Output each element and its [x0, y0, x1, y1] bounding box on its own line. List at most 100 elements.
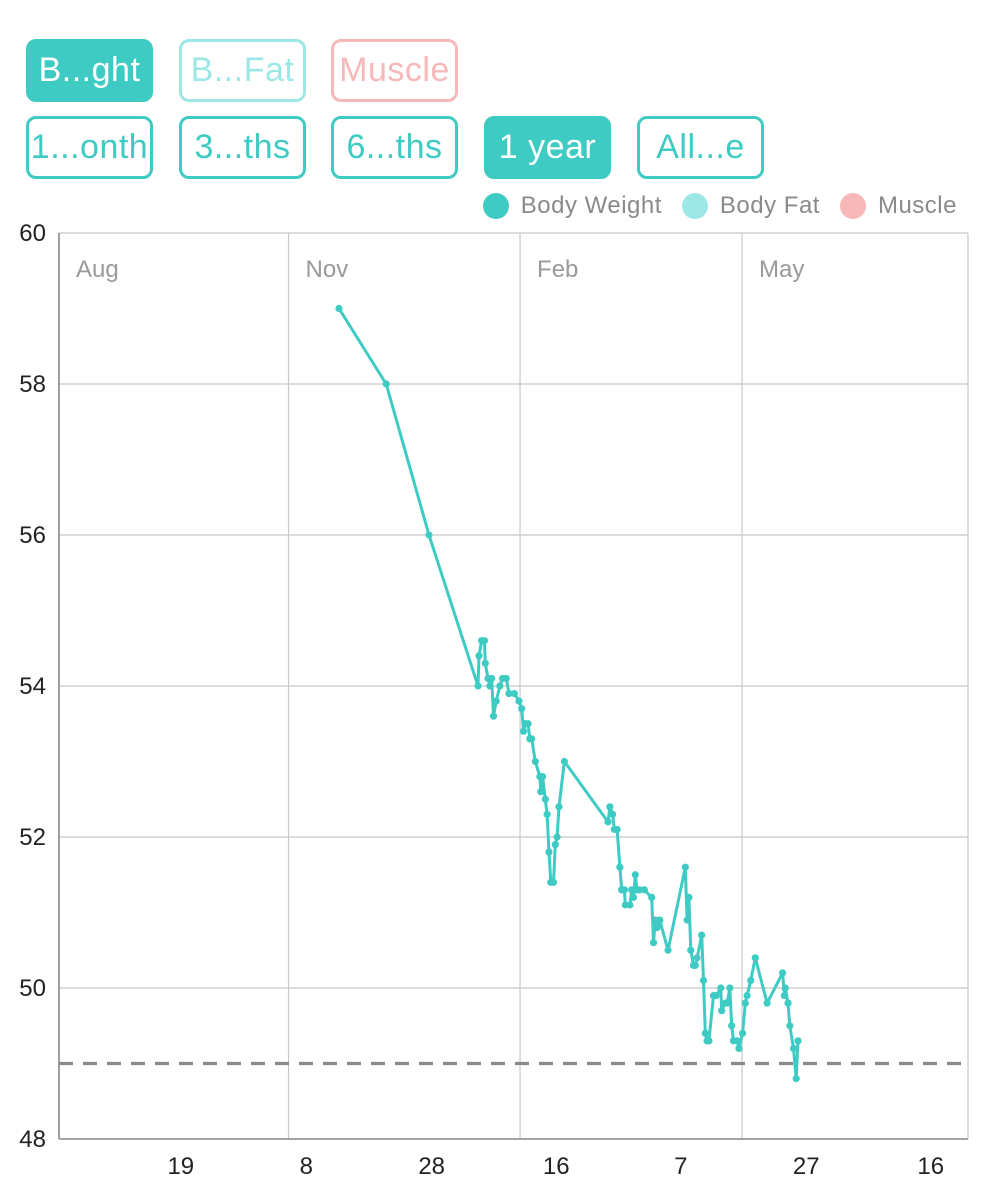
data-point	[518, 705, 526, 713]
data-point	[606, 803, 614, 811]
data-point	[763, 999, 771, 1007]
data-point	[551, 840, 559, 849]
data-point	[733, 1037, 741, 1045]
series-line-body-weight	[337, 307, 800, 1081]
data-point	[604, 818, 612, 826]
range-button-3-months[interactable]: 3...ths	[179, 116, 306, 179]
data-point	[792, 1075, 800, 1083]
data-point	[555, 803, 563, 811]
data-point	[728, 1022, 736, 1030]
data-point	[687, 946, 695, 954]
type-toggle-label: B...ght	[38, 51, 141, 89]
data-point	[620, 886, 628, 894]
data-point	[545, 848, 553, 856]
data-point	[538, 773, 547, 781]
month-label: Nov	[306, 256, 349, 283]
data-point	[515, 697, 523, 705]
x-tick-label: 16	[543, 1153, 570, 1180]
range-button-label: 1 year	[498, 128, 597, 166]
data-point	[640, 886, 648, 894]
data-point	[738, 1029, 747, 1037]
data-point	[335, 304, 343, 313]
month-label: May	[759, 256, 804, 283]
data-point	[537, 788, 545, 796]
x-tick-label: 27	[793, 1153, 820, 1180]
range-button-label: 1...onth	[30, 128, 149, 166]
data-point	[778, 969, 787, 977]
y-tick-label: 50	[19, 975, 46, 1002]
range-button-6-months[interactable]: 6...ths	[331, 116, 458, 179]
month-label: Feb	[537, 256, 578, 283]
x-tick-label: 28	[418, 1153, 445, 1180]
data-point	[488, 674, 496, 683]
data-point	[705, 1037, 713, 1045]
month-label: Aug	[76, 256, 119, 283]
data-point	[786, 1022, 794, 1030]
data-point	[475, 652, 483, 660]
data-point	[681, 863, 689, 871]
data-point	[524, 720, 532, 728]
range-button-label: All...e	[656, 128, 745, 166]
data-point	[626, 901, 634, 909]
data-point	[541, 795, 549, 803]
data-point	[794, 1037, 802, 1045]
data-point	[496, 682, 504, 690]
y-tick-label: 60	[19, 220, 46, 247]
data-point	[649, 939, 658, 947]
type-toggle-label: Muscle	[339, 51, 450, 89]
data-point	[543, 810, 551, 818]
range-button-label: 6...ths	[346, 128, 443, 166]
data-point	[510, 689, 519, 698]
legend-label: Body Fat	[719, 192, 820, 219]
data-point	[784, 999, 792, 1007]
data-point	[656, 916, 664, 924]
y-tick-label: 58	[19, 371, 46, 398]
data-point	[685, 893, 693, 902]
type-toggle-body-weight[interactable]: B...ght	[26, 39, 153, 102]
data-point	[781, 984, 789, 992]
data-point	[480, 637, 489, 645]
legend-dot-icon	[839, 193, 866, 219]
data-point	[608, 810, 617, 818]
data-point	[549, 878, 558, 886]
type-toggle-body-fat[interactable]: B...Fat	[179, 39, 306, 102]
x-tick-label: 16	[917, 1153, 944, 1180]
data-point	[553, 833, 561, 841]
data-point	[726, 984, 734, 992]
legend-item-body-weight: Body Weight	[482, 192, 662, 220]
range-button-1-year[interactable]: 1 year	[484, 116, 611, 179]
data-point	[486, 682, 494, 690]
type-toggle-muscle[interactable]: Muscle	[331, 39, 458, 102]
data-point	[616, 863, 624, 871]
data-point	[531, 757, 539, 766]
data-point	[648, 893, 656, 902]
legend-dot-icon	[482, 193, 509, 219]
data-point	[741, 999, 749, 1007]
range-button-label: 3...ths	[194, 128, 291, 166]
legend-item-body-fat: Body Fat	[681, 192, 820, 220]
data-point	[701, 1029, 709, 1037]
data-point	[628, 886, 636, 894]
data-point	[505, 689, 513, 698]
legend-dot-icon	[681, 193, 708, 219]
legend-label: Body Weight	[520, 192, 662, 219]
data-point	[489, 712, 498, 720]
y-tick-label: 56	[19, 522, 46, 549]
x-tick-label: 19	[167, 1153, 194, 1180]
y-tick-label: 54	[19, 673, 46, 700]
data-point	[502, 674, 510, 683]
chart-legend: Body Weight Body Fat Muscle	[463, 192, 957, 220]
range-button-1-month[interactable]: 1...onth	[26, 116, 153, 179]
range-button-all-time[interactable]: All...e	[637, 116, 764, 179]
data-point	[691, 961, 699, 969]
legend-item-muscle: Muscle	[839, 192, 957, 220]
data-point	[780, 991, 788, 1000]
data-point	[723, 999, 731, 1007]
data-point	[382, 380, 390, 388]
data-point	[560, 757, 569, 766]
data-point	[528, 735, 536, 743]
data-point	[751, 954, 759, 962]
data-point	[631, 871, 639, 879]
data-point	[481, 659, 489, 667]
